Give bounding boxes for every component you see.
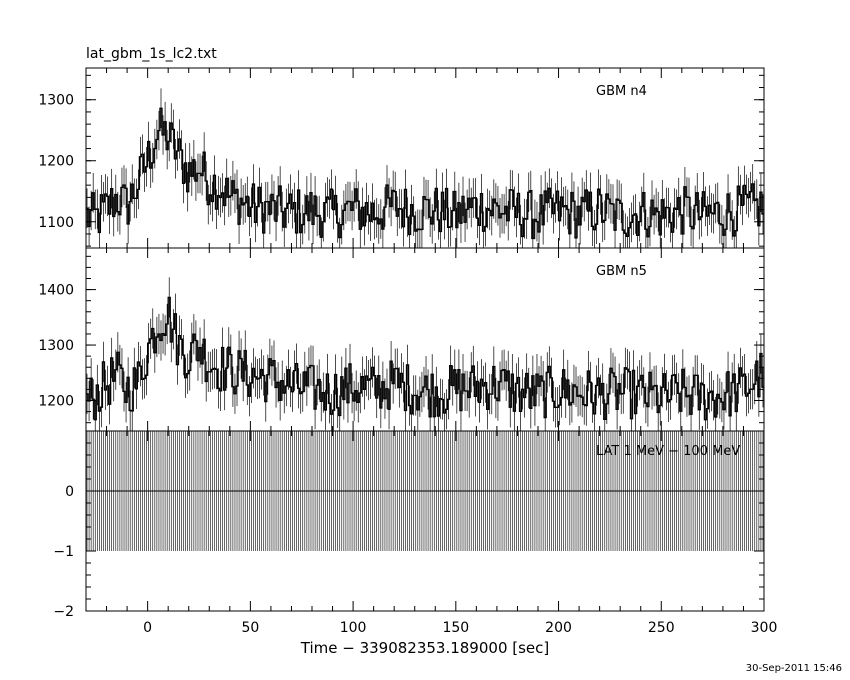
bottom-ytick-label: −1 — [53, 544, 74, 560]
bottom-panel-frame — [85, 430, 765, 612]
timestamp: 30-Sep-2011 15:46 — [745, 663, 842, 674]
middle-series-line — [86, 296, 764, 421]
x-axis-label: Time − 339082353.189000 [sec] — [300, 639, 550, 657]
top-ytick-label: 1100 — [38, 215, 74, 231]
bottom-ytick-label: −2 — [53, 604, 74, 620]
x-tick-label: 300 — [751, 620, 778, 636]
x-tick-label: 150 — [442, 620, 469, 636]
middle-ytick-label: 1300 — [38, 338, 74, 354]
bottom-series-label: LAT 1 MeV − 100 MeV — [596, 444, 740, 459]
top-series-line — [86, 107, 764, 240]
top-series-label: GBM n4 — [596, 84, 647, 99]
chart-title: lat_gbm_1s_lc2.txt — [86, 46, 217, 62]
middle-ytick-label: 1200 — [38, 394, 74, 410]
middle-ytick-label: 1400 — [38, 283, 74, 299]
bottom-ytick-label: 0 — [65, 484, 74, 500]
top-ytick-label: 1200 — [38, 154, 74, 170]
middle-series-label: GBM n5 — [596, 264, 647, 279]
top-ytick-label: 1300 — [38, 93, 74, 109]
x-tick-label: 250 — [648, 620, 675, 636]
x-tick-label: 100 — [340, 620, 367, 636]
x-tick-label: 200 — [545, 620, 572, 636]
x-tick-label: 0 — [143, 620, 152, 636]
x-tick-label: 50 — [241, 620, 259, 636]
